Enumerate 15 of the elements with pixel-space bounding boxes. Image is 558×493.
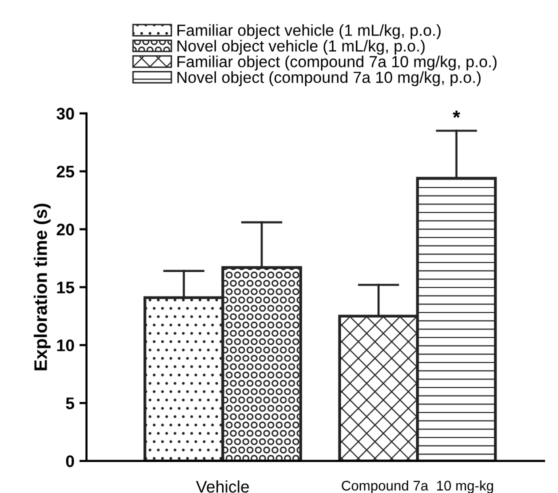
x-tick-label: Compound 7a 10 mg-kg bbox=[342, 480, 494, 493]
y-tick-label: 5 bbox=[66, 398, 74, 410]
annotation: * bbox=[452, 110, 460, 118]
y-axis-title: Exploration time (s) bbox=[34, 204, 51, 370]
legend-label: Novel object vehicle (1 mL/kg, p.o.) bbox=[177, 40, 425, 55]
y-tick-label: 25 bbox=[56, 166, 74, 178]
y-tick-label: 15 bbox=[57, 282, 74, 294]
x-tick-label: Vehicle bbox=[196, 480, 249, 493]
legend-label: Familiar object (compound 7a 10 mg/kg, p.o.) bbox=[177, 56, 497, 70]
legend-label: Novel object (compound 7a 10 mg/kg, p.o.) bbox=[177, 71, 481, 86]
legend-label: Familiar object vehicle (1 mL/kg, p.o.) bbox=[177, 24, 441, 40]
y-tick-label: 30 bbox=[56, 108, 74, 120]
y-tick-label: 20 bbox=[56, 224, 74, 236]
y-tick-label: 0 bbox=[66, 455, 74, 468]
y-tick-label: 10 bbox=[57, 340, 74, 352]
